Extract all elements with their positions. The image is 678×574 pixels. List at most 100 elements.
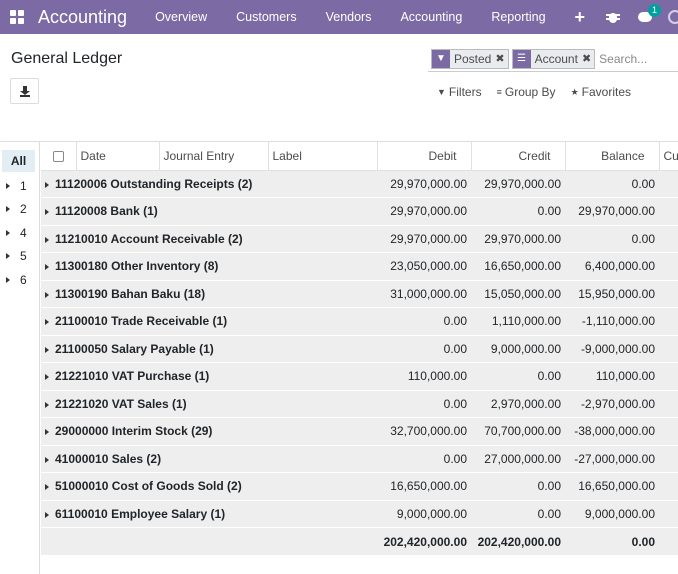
group-by-button[interactable]: ≡ Group By xyxy=(497,85,556,99)
group-row[interactable]: 21100050 Salary Payable (1) 0.00 9,000,000… xyxy=(41,335,678,363)
total-currency xyxy=(659,527,678,555)
debug-bug-icon[interactable] xyxy=(606,10,620,24)
group-row[interactable]: 29000000 Interim Stock (29) 32,700,000.00… xyxy=(41,417,678,446)
chat-badge: 1 xyxy=(648,4,661,17)
column-date[interactable]: Date xyxy=(76,142,160,171)
group-balance: -27,000,000.00 xyxy=(565,445,659,473)
facet-value: Account xyxy=(534,51,578,66)
totals-label-cell xyxy=(41,527,377,555)
column-debit[interactable]: Debit xyxy=(377,142,472,171)
group-label-cell[interactable]: 61100010 Employee Salary (1) xyxy=(41,500,377,528)
facet-account[interactable]: ☰ Account ✖ xyxy=(511,48,596,69)
column-label[interactable]: Label xyxy=(268,142,378,171)
group-balance: 9,000,000.00 xyxy=(565,500,659,528)
group-currency xyxy=(659,445,678,473)
download-button[interactable] xyxy=(10,78,39,104)
select-all-header[interactable] xyxy=(41,142,77,171)
column-credit[interactable]: Credit xyxy=(471,142,566,171)
group-balance: 6,400,000.00 xyxy=(565,252,659,281)
group-label-cell[interactable]: 21100010 Trade Receivable (1) xyxy=(41,307,377,336)
side-item[interactable]: 5 xyxy=(6,248,36,264)
group-credit: 9,000,000.00 xyxy=(471,335,565,363)
group-label-cell[interactable]: 11120006 Outstanding Receipts (2) xyxy=(41,170,377,198)
menu-accounting[interactable]: Accounting xyxy=(400,10,463,24)
group-label-cell[interactable]: 21100050 Salary Payable (1) xyxy=(41,335,377,363)
group-row[interactable]: 11120006 Outstanding Receipts (2) 29,970,… xyxy=(41,170,678,198)
remove-facet-icon[interactable]: ✖ xyxy=(581,53,592,65)
menu-customers[interactable]: Customers xyxy=(236,10,297,24)
group-balance: 0.00 xyxy=(565,170,659,198)
group-by-label: Group By xyxy=(504,85,556,99)
group-label-cell[interactable]: 51000010 Cost of Goods Sold (2) xyxy=(41,472,377,501)
group-row[interactable]: 21221020 VAT Sales (1) 0.00 2,970,000.00 -2… xyxy=(41,390,678,418)
download-icon xyxy=(19,85,30,97)
group-label-cell[interactable]: 11300180 Other Inventory (8) xyxy=(41,252,377,281)
group-row[interactable]: 61100010 Employee Salary (1) 9,000,000.00… xyxy=(41,500,678,528)
top-navbar: Accounting Overview Customers Vendors Ac… xyxy=(0,0,678,34)
group-row[interactable]: 11300190 Bahan Baku (18) 31,000,000.00 15,… xyxy=(41,280,678,308)
group-row[interactable]: 41000010 Sales (2) 0.00 27,000,000.00 -27,0… xyxy=(41,445,678,473)
side-item-all[interactable]: All xyxy=(2,150,35,172)
column-journal-entry[interactable]: Journal Entry xyxy=(159,142,269,171)
group-label-cell[interactable]: 11300190 Bahan Baku (18) xyxy=(41,280,377,308)
caret-right-icon xyxy=(45,346,49,353)
remove-facet-icon[interactable]: ✖ xyxy=(495,53,505,65)
side-panel: All 1 2 4 5 6 xyxy=(0,142,40,574)
caret-right-icon xyxy=(45,209,49,216)
group-by-icon: ☰ xyxy=(512,49,531,68)
apps-menu-icon[interactable] xyxy=(0,0,34,34)
facet-posted[interactable]: ▼ Posted ✖ xyxy=(431,48,509,69)
group-label-cell[interactable]: 11210010 Account Receivable (2) xyxy=(41,225,377,253)
group-label-cell[interactable]: 21221010 VAT Purchase (1) xyxy=(41,362,377,391)
menu-reporting[interactable]: Reporting xyxy=(491,10,546,24)
group-label: 21221020 VAT Sales (1) xyxy=(55,396,187,411)
group-credit: 29,970,000.00 xyxy=(471,170,565,198)
control-panel-divider xyxy=(0,141,678,142)
side-item-label: 5 xyxy=(20,249,27,263)
menu-vendors[interactable]: Vendors xyxy=(325,10,372,24)
group-currency xyxy=(659,307,678,336)
filters-label: Filters xyxy=(448,85,482,99)
group-label-cell[interactable]: 11120008 Bank (1) xyxy=(41,197,377,226)
plus-icon[interactable]: + xyxy=(574,6,586,27)
group-row[interactable]: 11300180 Other Inventory (8) 23,050,000.0… xyxy=(41,252,678,281)
caret-right-icon xyxy=(6,253,10,259)
group-row[interactable]: 21100010 Trade Receivable (1) 0.00 1,110,0… xyxy=(41,307,678,336)
group-row[interactable]: 51000010 Cost of Goods Sold (2) 16,650,00… xyxy=(41,472,678,501)
group-label-cell[interactable]: 21221020 VAT Sales (1) xyxy=(41,390,377,418)
menu-overview[interactable]: Overview xyxy=(155,10,208,24)
column-balance[interactable]: Balance xyxy=(565,142,660,171)
caret-right-icon xyxy=(6,183,10,189)
group-currency xyxy=(659,252,678,281)
select-all-checkbox[interactable] xyxy=(52,151,64,163)
page-title[interactable]: General Ledger xyxy=(11,50,123,67)
favorites-button[interactable]: ★ Favorites xyxy=(571,85,631,99)
side-item[interactable]: 2 xyxy=(6,201,36,217)
group-debit: 0.00 xyxy=(377,390,471,418)
side-item[interactable]: 6 xyxy=(6,272,36,288)
app-brand[interactable]: Accounting xyxy=(38,6,128,27)
group-label: 21221010 VAT Purchase (1) xyxy=(55,369,210,384)
side-item[interactable]: 1 xyxy=(6,178,36,194)
group-row[interactable]: 21221010 VAT Purchase (1) 110,000.00 0.00 1… xyxy=(41,362,678,391)
caret-right-icon xyxy=(45,264,49,271)
filters-button[interactable]: ▼ Filters xyxy=(437,85,482,99)
group-currency xyxy=(659,335,678,363)
group-credit: 27,000,000.00 xyxy=(471,445,565,473)
group-row[interactable]: 11120008 Bank (1) 29,970,000.00 0.00 29,970… xyxy=(41,197,678,226)
search-input[interactable] xyxy=(599,51,678,66)
activity-clock-icon[interactable] xyxy=(668,10,678,24)
side-item[interactable]: 4 xyxy=(6,225,36,241)
group-credit: 29,970,000.00 xyxy=(471,225,565,253)
group-label-cell[interactable]: 41000010 Sales (2) xyxy=(41,445,377,473)
column-currency[interactable]: Cu xyxy=(659,142,678,171)
chat-icon[interactable]: 1 xyxy=(638,4,661,24)
group-label-cell[interactable]: 29000000 Interim Stock (29) xyxy=(41,417,377,446)
group-row[interactable]: 11210010 Account Receivable (2) 29,970,00… xyxy=(41,225,678,253)
group-currency xyxy=(659,280,678,308)
group-label: 11300180 Other Inventory (8) xyxy=(55,259,219,274)
side-item-label: 1 xyxy=(20,179,27,193)
group-balance: -1,110,000.00 xyxy=(565,307,659,336)
filter-icon: ▼ xyxy=(432,49,450,68)
group-credit: 70,700,000.00 xyxy=(471,417,565,446)
